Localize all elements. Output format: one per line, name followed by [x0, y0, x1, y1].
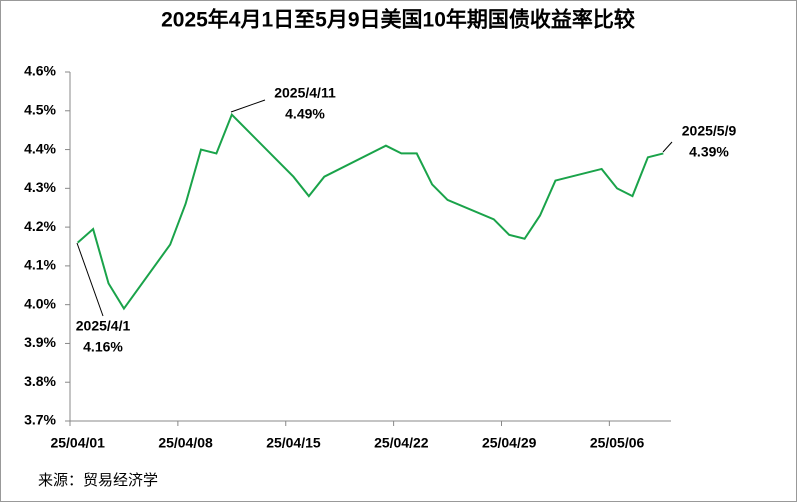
y-tick-label: 4.0% [24, 295, 56, 311]
x-tick-label: 25/05/06 [590, 435, 645, 451]
x-tick-label: 25/04/29 [482, 435, 537, 451]
x-tick-label: 25/04/22 [374, 435, 429, 451]
x-tick-label: 25/04/01 [50, 435, 105, 451]
y-tick-label: 3.8% [24, 373, 56, 389]
annotation-leader [662, 141, 673, 153]
annotation-value: 4.49% [285, 106, 325, 122]
y-tick-label: 4.3% [24, 179, 56, 195]
annotation-leader [230, 99, 266, 113]
data-line [77, 112, 664, 311]
annotation-date: 2025/5/9 [682, 123, 737, 139]
annotation-leader [76, 242, 104, 317]
y-tick-label: 3.7% [24, 412, 56, 428]
y-tick-label: 4.6% [24, 63, 56, 79]
y-tick-label: 3.9% [24, 334, 56, 350]
y-tick-label: 4.2% [24, 218, 56, 234]
annotation-value: 4.39% [689, 144, 729, 160]
x-tick-label: 25/04/15 [266, 435, 321, 451]
y-tick-label: 4.5% [24, 101, 56, 117]
chart-title: 2025年4月1日至5月9日美国10年期国债收益率比较 [161, 8, 635, 32]
source: 来源：贸易经济学 [38, 472, 158, 489]
annotation-date: 2025/4/1 [76, 318, 131, 334]
y-tick-label: 4.4% [24, 140, 56, 156]
annotation-date: 2025/4/11 [274, 85, 336, 101]
annotation-value: 4.16% [83, 339, 123, 355]
y-tick-label: 4.1% [24, 257, 56, 273]
x-tick-label: 25/04/08 [158, 435, 213, 451]
